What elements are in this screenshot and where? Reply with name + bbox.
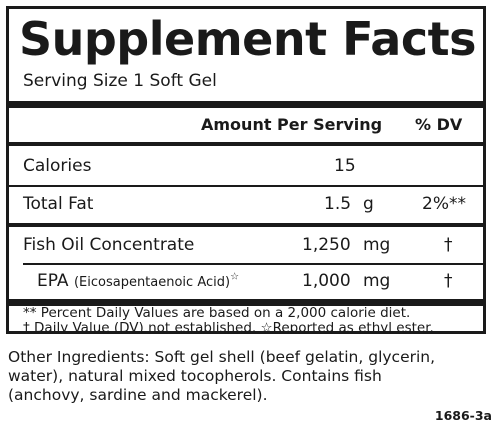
- row-fish-oil-name: Fish Oil Concentrate: [23, 235, 195, 255]
- divider-footer: [9, 299, 483, 306]
- row-epa-dv: †: [444, 271, 453, 291]
- serving-size: Serving Size 1 Soft Gel: [23, 71, 217, 91]
- divider-row: [9, 185, 483, 187]
- row-total-fat-amount: 1.5: [324, 194, 352, 214]
- row-total-fat-dv: 2%**: [422, 194, 466, 214]
- other-ingredients-line: (anchovy, sardine and mackerel).: [8, 386, 268, 404]
- row-fish-oil-unit: mg: [363, 235, 391, 255]
- row-epa-unit: mg: [363, 271, 391, 291]
- row-epa-amount: 1,000: [302, 271, 351, 291]
- row-total-fat-name: Total Fat: [23, 194, 94, 214]
- row-epa-sub: (Eicosapentaenoic Acid): [73, 275, 231, 290]
- footnote-dv: ** Percent Daily Values are based on a 2…: [23, 305, 411, 321]
- row-total-fat-unit: g: [363, 194, 374, 214]
- divider-row-thick: [9, 223, 483, 227]
- footnote-not-established: † Daily Value (DV) not established. ☆Rep…: [23, 320, 434, 334]
- row-epa-label: EPA: [37, 271, 69, 291]
- other-ingredients-line: Other Ingredients: Soft gel shell (beef …: [8, 348, 436, 366]
- panel-title: Supplement Facts: [19, 12, 477, 66]
- other-ingredients-line: water), natural mixed tocopherols. Conta…: [8, 367, 382, 385]
- amount-per-serving-header: Amount Per Serving: [201, 115, 383, 134]
- row-calories-name: Calories: [23, 156, 92, 176]
- row-calories-amount: 15: [334, 156, 356, 176]
- divider-row: [23, 263, 483, 265]
- divider-header: [9, 142, 483, 146]
- row-epa-name: EPA (Eicosapentaenoic Acid)☆: [37, 271, 239, 291]
- ethyl-ester-star-icon: ☆: [230, 271, 240, 283]
- product-code: 1686-3a: [434, 408, 492, 423]
- dv-header: % DV: [415, 115, 463, 134]
- supplement-facts-panel: Supplement Facts Serving Size 1 Soft Gel…: [6, 6, 486, 334]
- divider-thick: [9, 101, 483, 108]
- row-fish-oil-amount: 1,250: [302, 235, 351, 255]
- row-fish-oil-dv: †: [444, 235, 453, 255]
- other-ingredients: Other Ingredients: Soft gel shell (beef …: [8, 348, 488, 405]
